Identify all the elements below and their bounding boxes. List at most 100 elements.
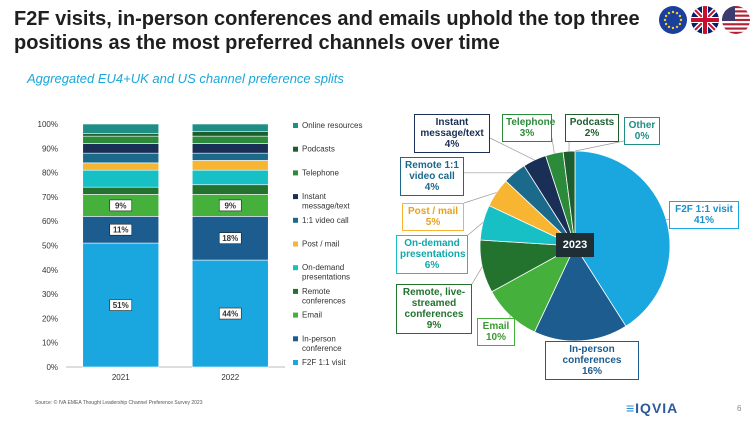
legend-label: Podcasts [302,145,335,154]
legend-swatch [293,217,298,223]
data-label-box [218,232,242,245]
y-tick-label: 60% [42,217,58,226]
pie-label-box: Post / mail 5% [402,203,464,231]
data-label-box [109,223,133,236]
pie-label-box: Podcasts 2% [565,114,619,142]
pie-label-box: Telephone 3% [502,114,556,142]
pie-leader-line [463,192,497,204]
pie-label-value: 10% [485,332,506,343]
pie-label-value: 4% [444,139,460,150]
us-flag-icon [722,6,750,34]
pie-label-name: Other [628,120,656,131]
pie-label-value: 3% [519,128,535,139]
legend-label: 1:1 video call [302,216,349,225]
pie-leader-line [551,137,555,154]
y-tick-label: 40% [42,266,58,275]
x-tick-label: 2021 [112,373,130,382]
data-label: 44% [222,310,238,319]
data-label: 18% [222,234,238,243]
pie-label-name: Instant message/text [420,117,484,139]
data-label: 9% [115,201,127,210]
data-label-box [218,307,242,320]
legend-swatch [293,360,298,365]
pie-label-value: 9% [426,320,442,331]
y-tick-label: 100% [38,120,58,129]
legend-swatch [293,170,298,176]
pie-center-label: 2023 [556,233,594,257]
legend-swatch [293,241,298,247]
legend-label: Instant message/text [302,192,350,211]
y-tick-label: 50% [42,242,58,251]
y-tick-label: 90% [42,144,58,153]
pie-label-name: Post / mail [407,206,458,217]
y-tick-label: 10% [42,339,58,348]
legend-label: Remote conferences [302,287,346,306]
pie-label-name: On-demand presentations [400,238,466,260]
y-tick-label: 20% [42,314,58,323]
legend-swatch [293,312,298,318]
uk-flag-icon [691,6,719,34]
y-tick-label: 70% [42,193,58,202]
pie-label-box: Other 0% [624,117,660,145]
pie-label-box: Instant message/text 4% [414,114,490,153]
legend-swatch [293,194,298,200]
pie-label-name: In-person conferences [562,344,622,366]
legend-swatch [293,288,298,294]
pie-label-value: 16% [581,366,602,377]
legend-label: Online resources [302,121,362,130]
x-tick-label: 2022 [221,373,239,382]
page-title: F2F visits, in-person conferences and em… [14,8,640,54]
legend-label: F2F 1:1 visit [302,358,346,367]
pie-label-box: Email 10% [477,318,515,346]
data-label-box [109,199,133,212]
bar-segment [82,123,160,135]
pie-label-value: 2% [584,128,600,139]
page-subtitle: Aggregated EU4+UK and US channel prefere… [27,71,344,86]
pie-label-name: Telephone [506,117,556,128]
legend-swatch [293,123,298,128]
pie-label-box: Remote 1:1 video call 4% [400,157,464,196]
data-label: 11% [113,226,129,235]
legend-swatch [293,336,298,342]
legend-label: In-person conference [302,334,342,353]
eu-flag-icon [659,6,687,34]
bar-segment [191,123,269,132]
data-label-box [109,299,133,311]
pie-leader-line [574,140,625,152]
legend-label: Email [302,311,322,320]
pie-label-name: F2F 1:1 visit [675,204,733,215]
legend-swatch [293,265,298,271]
pie-leader-line [467,222,484,236]
pie-label-name: Remote, live-streamed conferences [402,287,466,320]
data-label: 51% [113,301,129,310]
legend-swatch [293,146,298,152]
pie-label-box: F2F 1:1 visit 41% [669,201,739,229]
legend-label: Telephone [302,168,339,177]
pie-label-box: On-demand presentations 6% [396,235,468,274]
y-tick-label: 80% [42,169,58,178]
y-tick-label: 30% [42,290,58,299]
legend-label: On-demand presentations [302,263,350,282]
pie-label-value: 5% [425,217,441,228]
y-tick-label: 0% [46,363,58,372]
source-note: Source: © IVA EMEA Thought Leadership Ch… [35,400,203,406]
pie-label-name: Podcasts [569,117,615,128]
pie-label-value: 4% [424,182,440,193]
pie-label-value: 41% [693,215,714,226]
pie-label-box: Remote, live-streamed conferences 9% [396,284,472,334]
pie-label-name: Remote 1:1 video call [405,160,459,182]
pie-leader-line [471,266,483,285]
pie-label-name: Email [482,321,510,332]
data-label-box [218,199,242,212]
pie-label-value: 6% [424,260,440,271]
pie-label-box: In-person conferences 16% [545,341,639,380]
pie-leader-line [489,137,535,161]
data-label: 9% [224,201,236,210]
pie-label-value: 0% [634,131,650,142]
iqvia-logo: ≡IQVIA [626,400,679,416]
legend-label: Post / mail [302,240,340,249]
page-number: 6 [737,404,742,413]
pie-slice [574,150,671,327]
